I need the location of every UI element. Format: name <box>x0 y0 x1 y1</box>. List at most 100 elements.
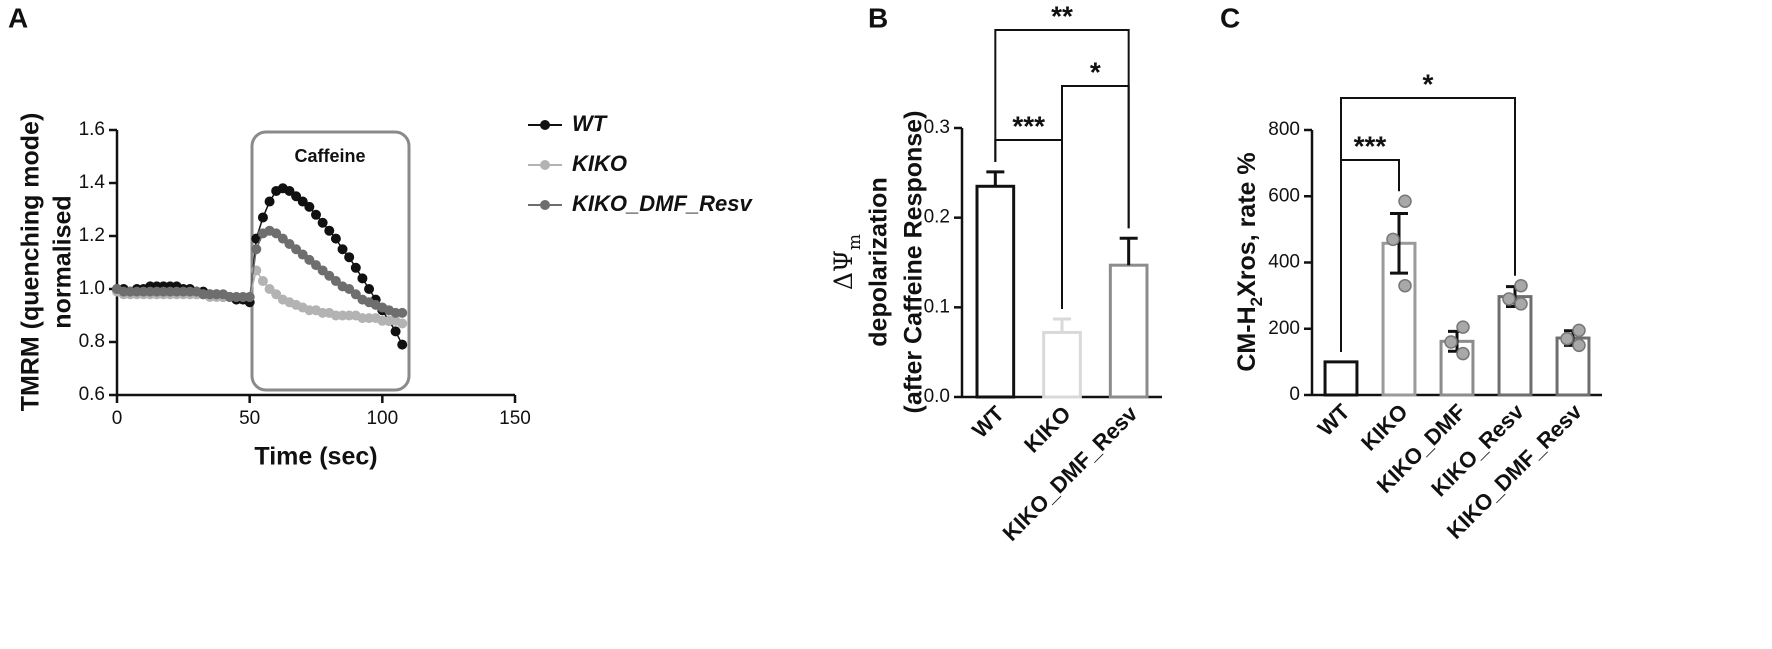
data-point <box>1572 338 1586 353</box>
data-point <box>1398 194 1412 208</box>
y-axis-title: (after Caffeine Response) <box>900 111 928 414</box>
data-point <box>284 238 295 249</box>
legend-label: KIKO_DMF_Resv <box>572 191 753 216</box>
y-tick-label: 1.6 <box>79 119 105 140</box>
y-tick-label: 0 <box>1289 384 1300 405</box>
data-point <box>304 201 315 212</box>
x-tick-label: WT <box>967 401 1009 443</box>
y-tick-label: 1.4 <box>79 172 106 193</box>
significance-label: *** <box>1354 130 1387 161</box>
significance-bracket <box>1340 97 1516 352</box>
data-point <box>297 196 308 207</box>
y-tick-label: 0.6 <box>79 384 105 405</box>
data-point <box>397 318 408 329</box>
bar <box>1042 330 1082 399</box>
y-tick-label: 400 <box>1268 252 1300 273</box>
x-tick-label: 0 <box>112 408 123 429</box>
data-point <box>257 276 268 287</box>
panel-label: C <box>1220 2 1240 33</box>
significance-label: ** <box>1051 0 1073 31</box>
data-point <box>244 291 255 302</box>
data-point <box>1560 331 1574 346</box>
panel-label: A <box>8 2 28 33</box>
significance-label: * <box>1423 68 1434 99</box>
data-point <box>1398 278 1412 293</box>
data-point <box>1456 346 1470 361</box>
y-tick-label: 600 <box>1268 185 1300 206</box>
y-axis-title-part: CM-H <box>1233 306 1261 371</box>
y-tick-label: 200 <box>1268 318 1300 339</box>
data-point <box>344 252 355 263</box>
data-point <box>291 191 302 202</box>
data-point <box>277 233 288 244</box>
data-point <box>1386 232 1400 247</box>
data-point <box>317 265 328 276</box>
x-tick-label: WT <box>1313 399 1355 441</box>
data-point <box>284 185 295 196</box>
data-point <box>324 225 335 236</box>
y-axis-symbol: ΔΨ <box>829 250 858 290</box>
data-point <box>397 307 408 318</box>
y-tick-label: 0.2 <box>924 207 950 228</box>
data-point <box>344 284 355 294</box>
data-point <box>390 326 401 337</box>
data-point <box>291 244 302 255</box>
data-point <box>324 270 335 281</box>
bar <box>1497 295 1533 397</box>
y-axis-subscript: m <box>845 234 865 250</box>
data-point <box>337 244 348 255</box>
legend-label: WT <box>572 111 608 136</box>
data-point <box>311 209 321 220</box>
bar <box>1108 263 1149 399</box>
y-tick-label: 0.0 <box>924 386 950 407</box>
data-point <box>350 262 361 273</box>
y-axis-title: CM-H2Xros, rate % <box>1233 152 1266 371</box>
y-axis-title: depolarization <box>865 177 893 346</box>
bar <box>975 184 1016 399</box>
data-point <box>1572 323 1586 338</box>
y-axis-title-part: Xros, rate % <box>1233 152 1261 297</box>
data-point <box>1514 278 1528 293</box>
data-point <box>330 233 341 244</box>
y-tick-label: 800 <box>1268 119 1300 140</box>
y-tick-label: 0.3 <box>924 117 950 138</box>
y-axis-title: ΔΨm <box>829 234 865 290</box>
annotation: Caffeine <box>294 146 365 166</box>
data-point <box>317 217 328 228</box>
data-point <box>1514 297 1528 311</box>
legend-marker <box>540 200 550 210</box>
data-point <box>304 254 315 265</box>
significance-label: *** <box>1012 110 1045 141</box>
data-point <box>1444 335 1458 349</box>
panel-label: B <box>868 2 888 33</box>
legend-marker <box>540 160 550 170</box>
x-axis-title: Time (sec) <box>254 443 377 471</box>
data-point <box>311 260 321 271</box>
data-point <box>357 273 368 284</box>
data-point <box>264 284 275 294</box>
data-point <box>271 289 282 300</box>
caffeine-box <box>250 130 411 392</box>
data-point <box>350 289 361 300</box>
legend-label: KIKO <box>572 151 627 176</box>
y-tick-label: 0.8 <box>79 331 105 352</box>
data-point <box>330 276 341 287</box>
x-tick-label: KIKO <box>1019 401 1076 458</box>
y-axis-title: TMRM (quenching mode) <box>17 113 45 412</box>
significance-label: * <box>1090 56 1101 87</box>
data-point <box>271 228 282 239</box>
y-axis-subscript: 2 <box>1247 297 1266 306</box>
y-tick-label: 0.1 <box>924 296 950 317</box>
data-point <box>257 212 268 223</box>
data-point <box>297 249 308 260</box>
y-axis-title: normalised <box>49 195 77 328</box>
data-point <box>397 339 408 350</box>
y-tick-label: 1.0 <box>79 278 105 299</box>
bar <box>1323 360 1359 397</box>
data-point <box>264 196 275 207</box>
x-tick-label: 150 <box>499 408 531 429</box>
data-point <box>251 244 262 255</box>
legend-marker <box>540 120 550 130</box>
data-point <box>1456 320 1470 334</box>
data-point <box>364 284 375 294</box>
